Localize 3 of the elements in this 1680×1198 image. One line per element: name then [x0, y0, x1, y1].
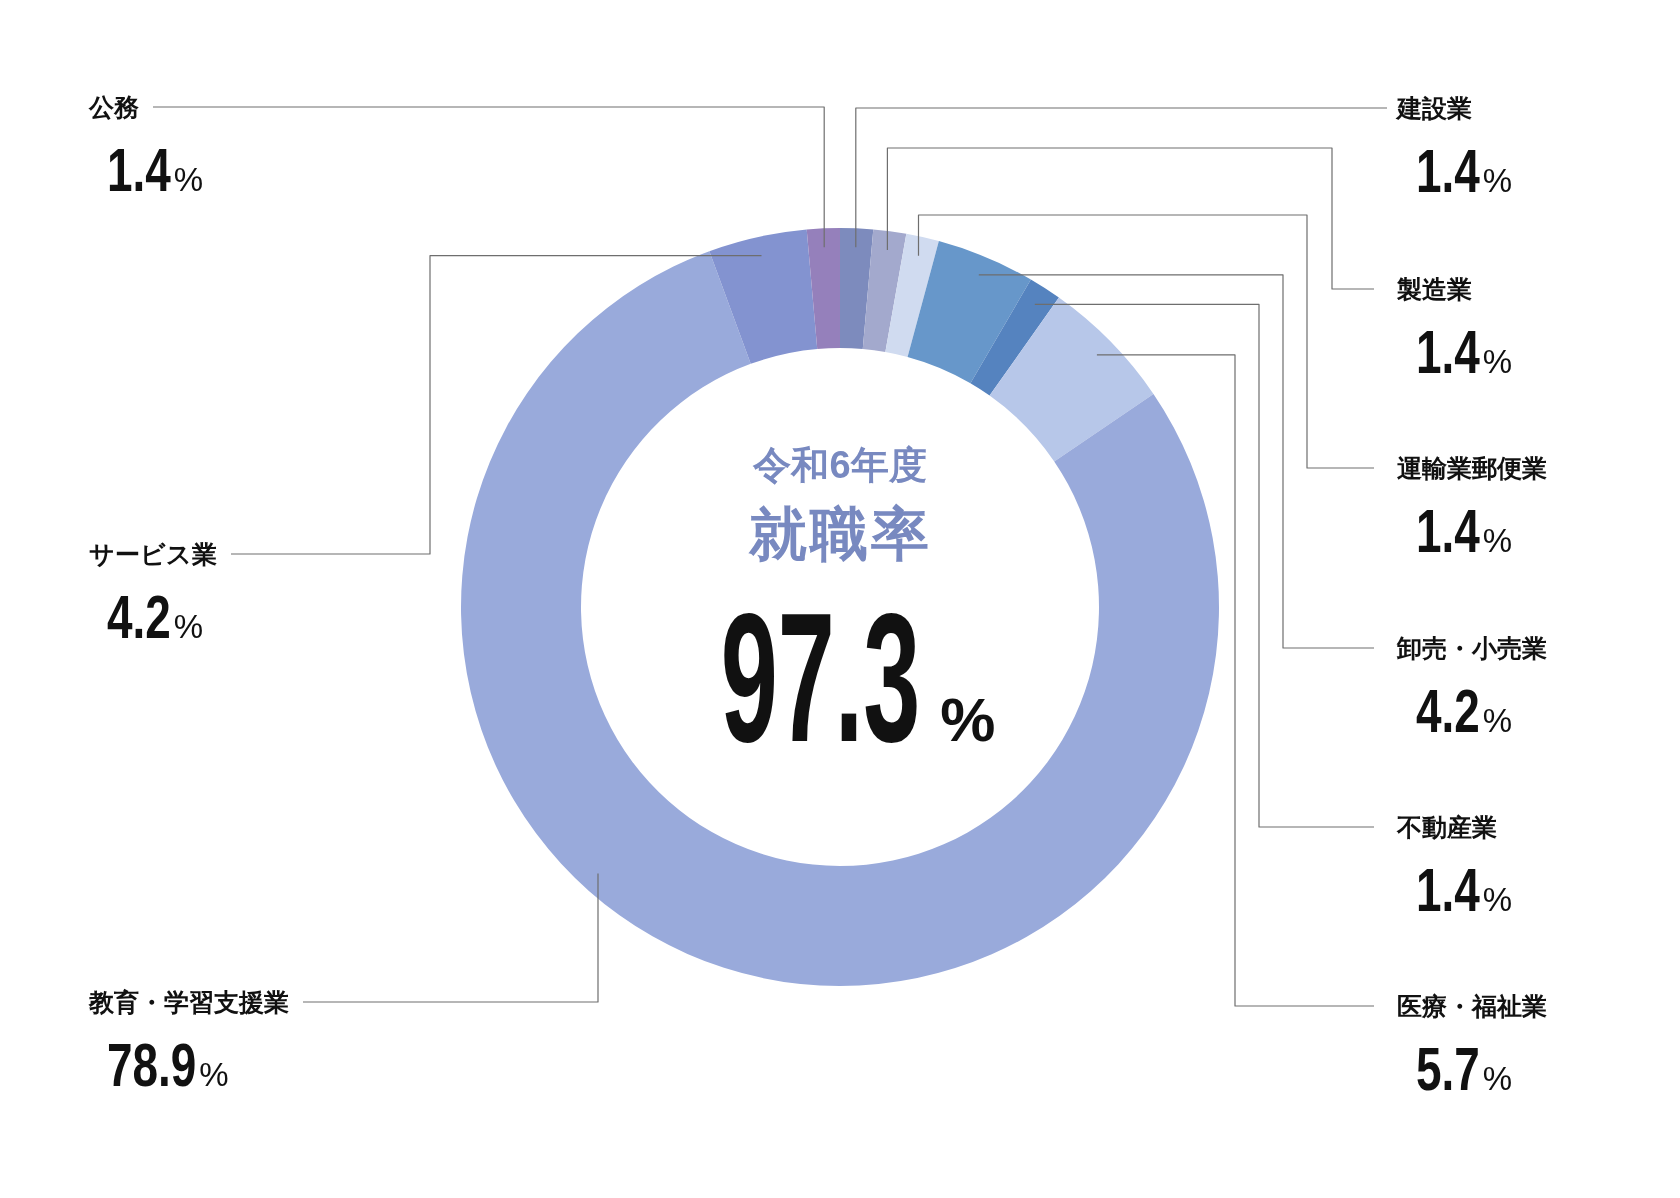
text: 97.3%	[720, 575, 1077, 780]
text: 令和6年度	[752, 444, 927, 486]
text: 就職率	[747, 501, 932, 566]
